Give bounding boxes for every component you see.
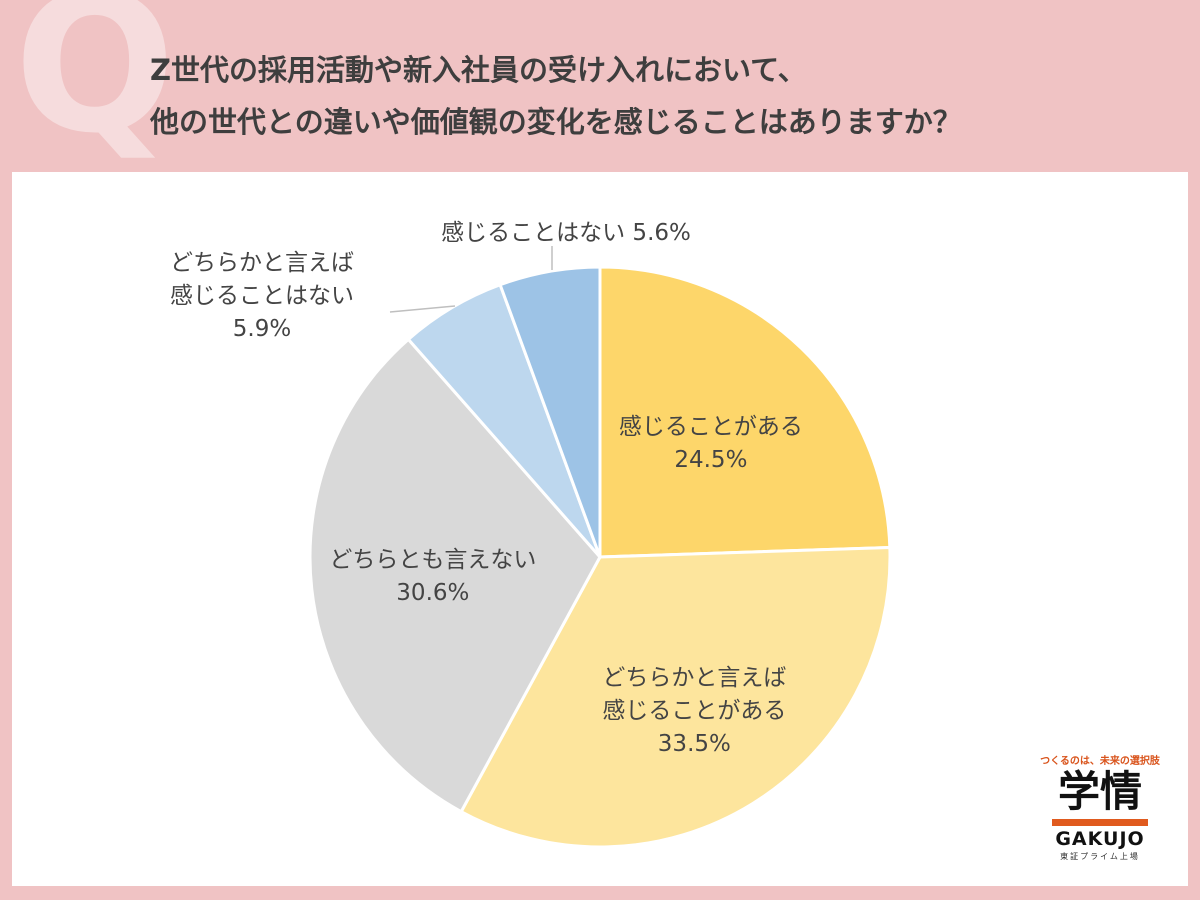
gakujo-logo: つくるのは、未来の選択肢 学情 GAKUJO 東証プライム上場	[1020, 748, 1180, 878]
slice-label-3-line-1: どちらとも言えない	[329, 547, 536, 573]
slice-label-4-line-3: 5.9%	[233, 316, 291, 342]
slice-label-4-line-2: 感じることはない	[170, 283, 354, 309]
question-title-line-1: Z世代の採用活動や新入社員の受け入れにおいて、	[150, 53, 807, 87]
logo-name-en: GAKUJO	[1055, 828, 1145, 850]
q-mark: Q	[14, 0, 176, 175]
pie-slice-5	[498, 265, 602, 558]
slice-label-2-line-2: 感じることがある	[602, 698, 786, 724]
logo-bar	[1052, 819, 1148, 826]
pie-slice-3	[308, 337, 602, 814]
question-title: Z世代の採用活動や新入社員の受け入れにおいて、 他の世代との違いや価値観の変化を…	[150, 44, 1190, 148]
slice-label-2-line-3: 33.5%	[658, 731, 731, 757]
slice-label-2: どちらかと言えば感じることがある 33.5%	[602, 665, 786, 757]
pie-slice-1	[598, 265, 892, 559]
slice-label-3-line-2: 30.6%	[396, 580, 469, 606]
leader-line-4	[389, 305, 456, 313]
question-title-line-2: 他の世代との違いや価値観の変化を感じることはありますか？	[150, 105, 962, 139]
slice-label-4: どちらかと言えば感じることはない 5.9%	[170, 250, 354, 342]
logo-subtext: 東証プライム上場	[1060, 852, 1140, 861]
slice-label-1: 感じることがある 24.5%	[619, 414, 803, 473]
slice-label-5-line-1: 感じることはない 5.6%	[441, 220, 691, 246]
pie-slice-2	[459, 545, 892, 849]
slice-label-1-line-1: 感じることがある	[619, 414, 803, 440]
slice-label-1-line-2: 24.5%	[674, 447, 747, 473]
slice-label-5: 感じることはない 5.6%	[441, 220, 691, 246]
logo-tagline: つくるのは、未来の選択肢	[1040, 756, 1160, 767]
slice-label-3: どちらとも言えない 30.6%	[329, 547, 536, 606]
slice-label-2-line-1: どちらかと言えば	[602, 665, 786, 691]
logo-name-kanji: 学情	[1057, 767, 1142, 816]
slice-label-4-line-1: どちらかと言えば	[170, 250, 354, 276]
